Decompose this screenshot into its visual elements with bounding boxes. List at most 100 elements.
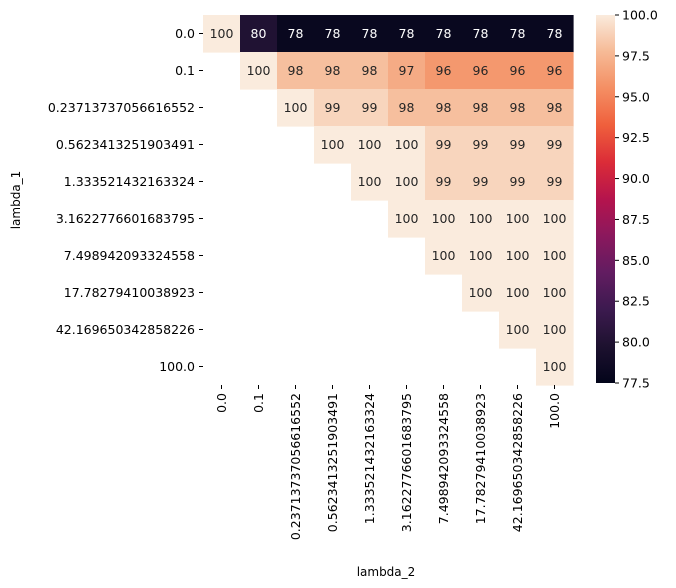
cell-value-label: 100 [210,26,234,41]
heatmap-cells [203,15,574,386]
cell-value-label: 100 [395,211,419,226]
cell-value-label: 78 [547,26,563,41]
cell-value-label: 100 [543,322,567,337]
heatmap-cell [425,237,463,275]
heatmap-cell [425,126,463,164]
heatmap-cell [425,163,463,201]
x-tick-label: 3.1622776601683795 [399,393,414,532]
heatmap-cell [499,163,537,201]
heatmap-cell [203,15,241,53]
cell-value-label: 96 [510,63,526,78]
y-axis-label: lambda_1 [9,171,23,230]
heatmap-cell [425,89,463,127]
y-tick-label: 3.1622776601683795 [56,211,195,226]
heatmap-cell [462,52,500,90]
heatmap-cell [351,163,389,201]
heatmap-cell [462,163,500,201]
cell-value-label: 100 [506,322,530,337]
heatmap-cell [536,52,574,90]
cell-value-label: 78 [510,26,526,41]
heatmap-cell [536,274,574,312]
y-tick-label: 0.0 [175,26,195,41]
cell-value-label: 100 [543,211,567,226]
cell-value-label: 99 [547,137,563,152]
cell-annotations: 100 80 78 78 78 78 78 78 78 78 100 98 98 98 97 96 96 96 96… [210,26,567,374]
colorbar-tick-label: 100.0 [622,8,658,23]
cell-value-label: 100 [506,248,530,263]
cell-value-label: 100 [358,137,382,152]
y-tick-label: 100.0 [159,359,195,374]
heatmap-cell [351,126,389,164]
cell-value-label: 98 [325,63,341,78]
heatmap-cell [462,15,500,53]
cell-value-label: 80 [251,26,267,41]
cell-value-label: 100 [543,359,567,374]
x-axis: 0.0 0.1 0.23713737056616552 0.5623413251903… [214,385,562,540]
cell-value-label: 100 [469,211,493,226]
cell-value-label: 98 [399,100,415,115]
cell-value-label: 100 [469,248,493,263]
cell-value-label: 99 [547,174,563,189]
heatmap-cell [462,89,500,127]
x-tick-label: 0.0 [214,393,229,413]
heatmap-cell [536,237,574,275]
heatmap-cell [462,274,500,312]
cell-value-label: 78 [362,26,378,41]
y-tick-label: 1.333521432163324 [64,174,195,189]
cell-value-label: 98 [436,100,452,115]
cell-value-label: 96 [473,63,489,78]
heatmap-cell [314,126,352,164]
heatmap-cell [499,237,537,275]
cell-value-label: 100 [321,137,345,152]
cell-value-label: 100 [506,285,530,300]
heatmap-cell [277,89,315,127]
heatmap-cell [536,89,574,127]
heatmap-cell [388,52,426,90]
x-tick-label: 0.1 [251,393,266,413]
heatmap-cell [314,89,352,127]
cell-value-label: 100 [506,211,530,226]
colorbar-tick-label: 92.5 [622,130,650,145]
colorbar-tick-label: 95.0 [622,89,650,104]
y-tick-label: 0.1 [175,63,195,78]
cell-value-label: 78 [288,26,304,41]
colorbar-tick-label: 85.0 [622,253,650,268]
heatmap-cell [499,52,537,90]
heatmap-cell [536,126,574,164]
colorbar-tick-label: 90.0 [622,171,650,186]
heatmap-cell [425,52,463,90]
heatmap-cell [388,200,426,238]
heatmap-cell [277,52,315,90]
cell-value-label: 100 [543,285,567,300]
heatmap-cell [462,200,500,238]
cell-value-label: 100 [358,174,382,189]
heatmap-cell [388,126,426,164]
heatmap-cell [351,52,389,90]
y-axis: 0.0 0.1 0.23713737056616552 0.5623413251903… [48,26,203,374]
heatmap-cell [536,15,574,53]
cell-value-label: 99 [473,137,489,152]
cell-value-label: 100 [247,63,271,78]
heatmap-cell [425,200,463,238]
cell-value-label: 100 [395,137,419,152]
cell-value-label: 99 [510,137,526,152]
heatmap-cell [314,15,352,53]
heatmap-cell [499,311,537,349]
cell-value-label: 98 [547,100,563,115]
colorbar-gradient [596,15,615,383]
cell-value-label: 99 [436,137,452,152]
heatmap-cell [536,163,574,201]
x-tick-label: 100.0 [547,393,562,429]
heatmap-cell [388,89,426,127]
heatmap-cell [499,126,537,164]
heatmap-cell [499,274,537,312]
cell-value-label: 98 [510,100,526,115]
cell-value-label: 98 [288,63,304,78]
heatmap-cell [277,15,315,53]
colorbar-tick-label: 87.5 [622,212,650,227]
heatmap-cell [499,200,537,238]
y-tick-label: 0.23713737056616552 [48,100,195,115]
heatmap-cell [425,15,463,53]
cell-value-label: 99 [325,100,341,115]
cell-value-label: 97 [399,63,415,78]
